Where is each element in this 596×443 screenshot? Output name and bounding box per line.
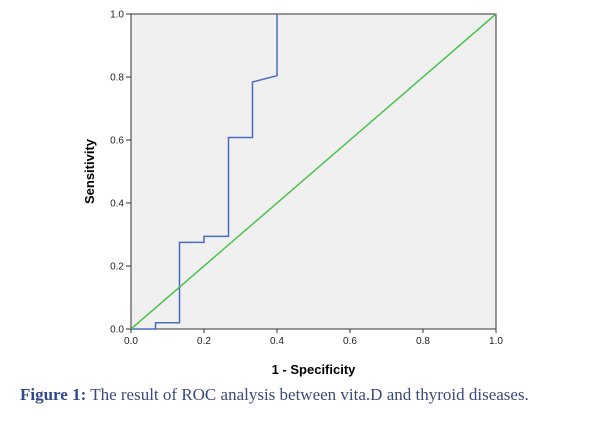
y-tick-label: 1.0 — [110, 10, 124, 21]
x-tick-label: 0.4 — [270, 336, 284, 347]
figure-caption: Figure 1: The result of ROC analysis bet… — [20, 384, 590, 406]
x-tick-label: 0.0 — [124, 336, 138, 347]
x-tick-label: 1.0 — [489, 336, 503, 347]
caption-label: Figure 1: — [20, 385, 87, 404]
axis-layer: 0.00.0 0.2 0.2 0.4 0.4 0.6 0.6 0.8 0.8 1.0 1.0 — [110, 10, 503, 348]
caption-text: The result of ROC analysis between vita.… — [86, 385, 529, 404]
y-tick-label: 0.2 — [110, 262, 124, 273]
series-layer — [130, 13, 497, 330]
x-tick-label: 0.8 — [416, 336, 430, 347]
y-tick-label: 0.8 — [110, 73, 124, 84]
roc-curve-line — [131, 14, 278, 330]
y-tick-label: 0.4 — [110, 199, 124, 210]
x-tick-label: 0.2 — [197, 336, 211, 347]
reference-diagonal-line — [130, 13, 497, 330]
y-tick-label: 0.0 — [110, 325, 124, 336]
roc-chart: 0.00.0 0.2 0.2 0.4 0.4 0.6 0.6 0.8 0.8 1.0 1.0 1 -… — [82, 10, 503, 378]
x-tick-label: 0.6 — [343, 336, 357, 347]
y-tick-label: 0.6 — [110, 136, 124, 147]
x-axis-title: 1 - Specificity — [272, 362, 357, 377]
y-axis-title: Sensitivity — [82, 138, 97, 204]
